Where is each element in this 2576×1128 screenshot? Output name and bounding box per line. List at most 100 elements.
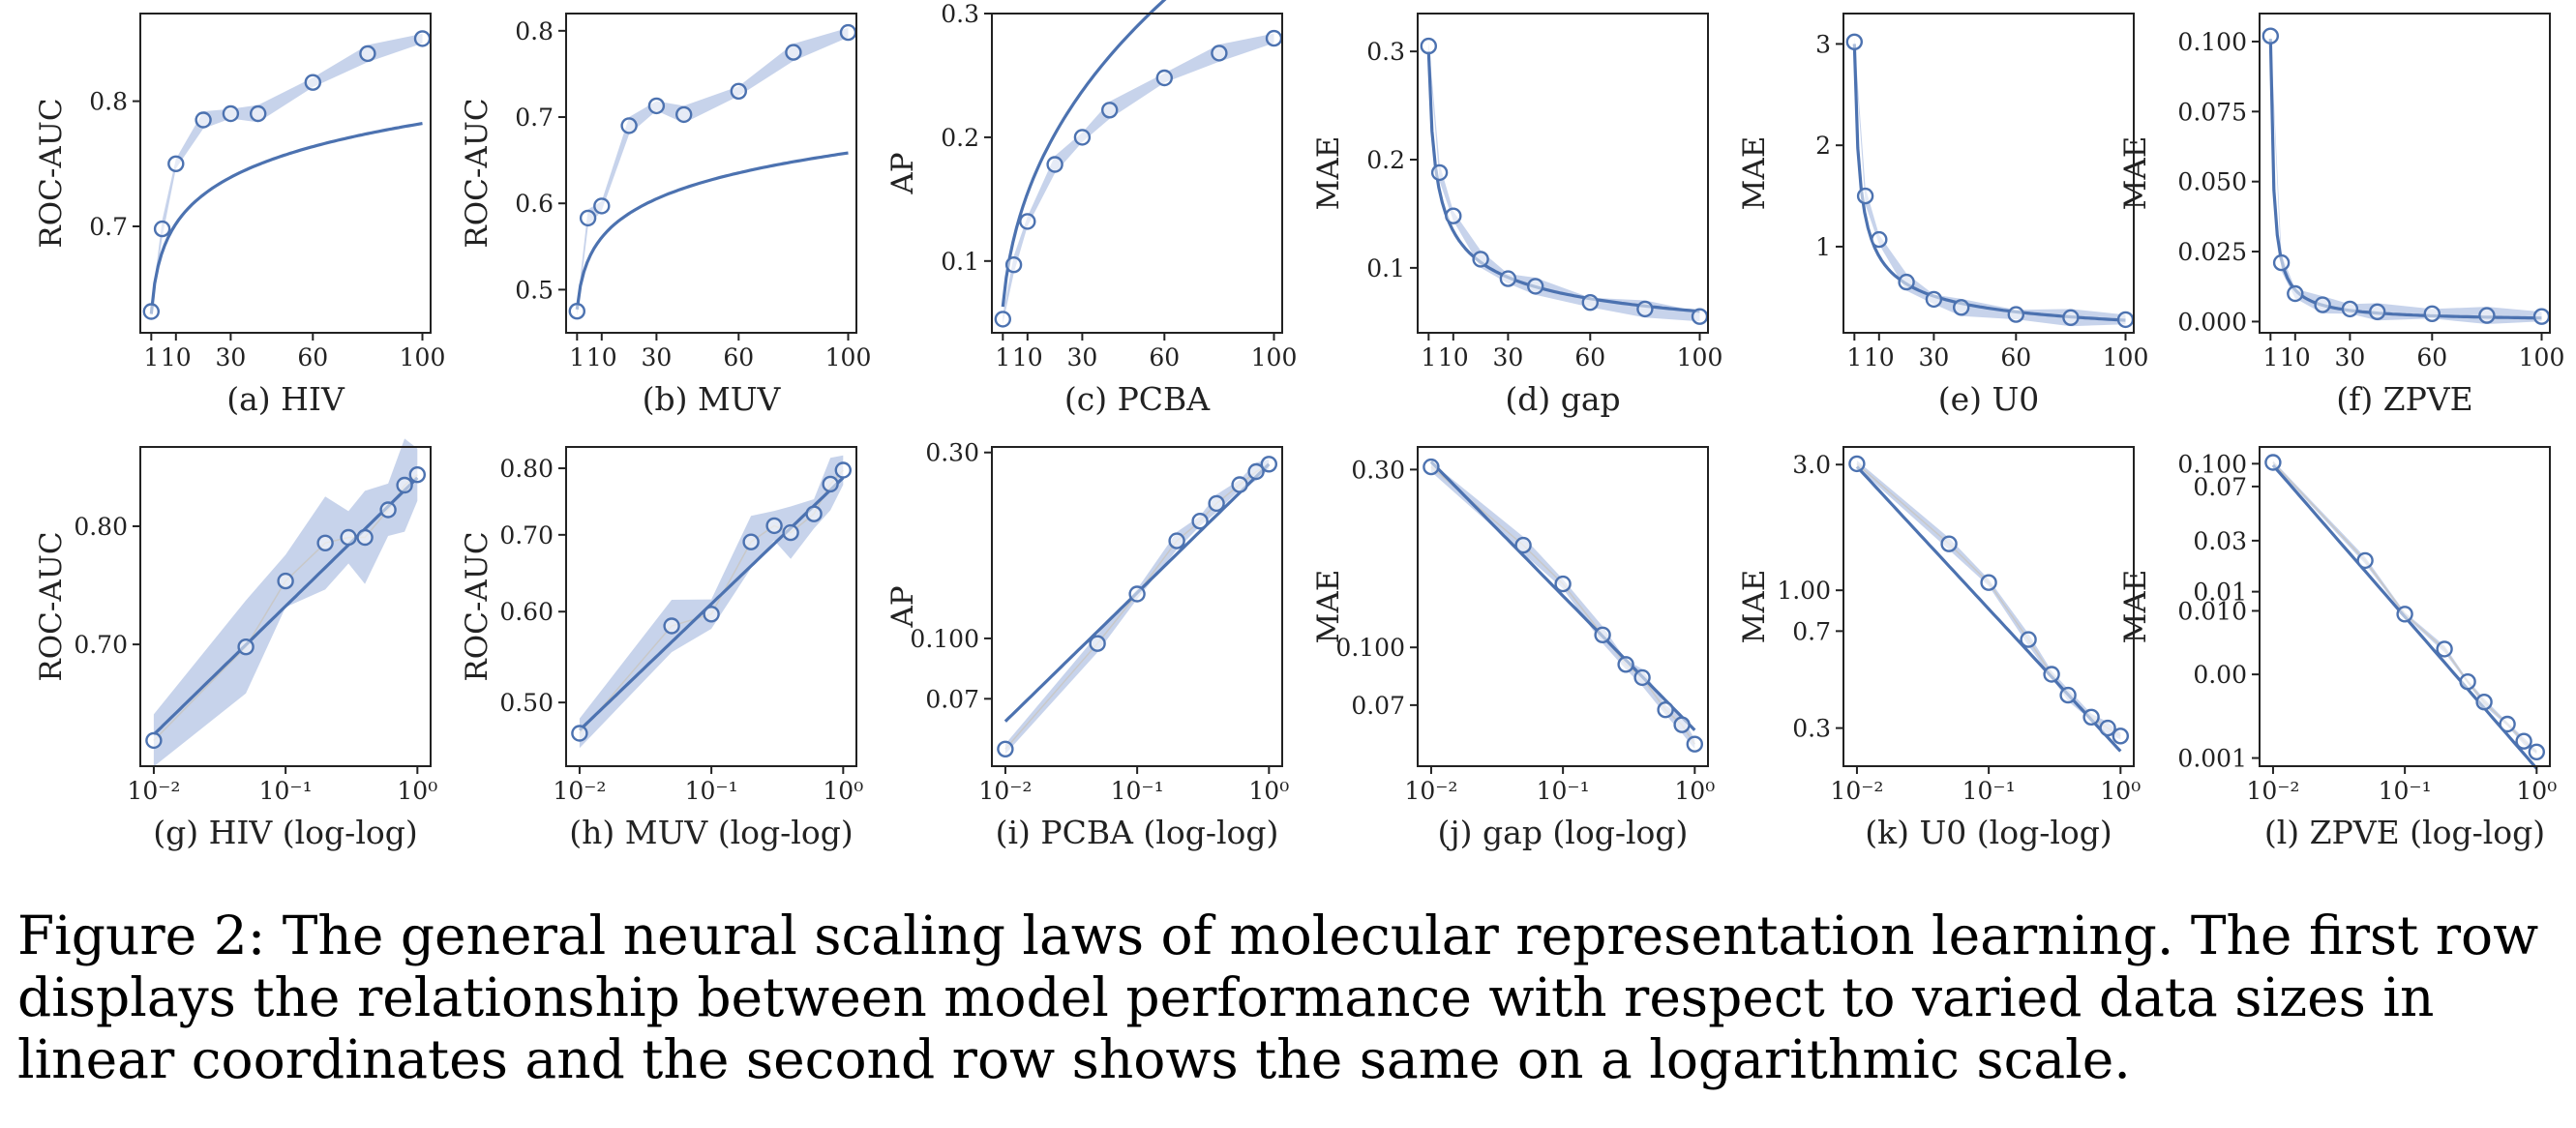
x-tick-label: 1	[143, 343, 159, 371]
data-point	[822, 475, 839, 493]
data-point	[1898, 273, 1915, 291]
x-tick-label: 10⁻²	[553, 777, 606, 805]
data-point	[356, 528, 374, 547]
data-point	[2287, 284, 2304, 303]
y-tick-label: 0.6	[515, 190, 554, 218]
data-point	[2396, 606, 2413, 623]
data-point	[2528, 743, 2546, 760]
data-point	[1581, 294, 1600, 312]
subplot-caption: (a) HIV	[226, 380, 345, 418]
data-point	[1636, 300, 1654, 318]
data-point	[1420, 37, 1438, 55]
subplot-caption: (i) PCBA (log-log)	[996, 814, 1279, 851]
x-tick-label: 100	[825, 343, 872, 371]
y-axis-label: AP	[885, 585, 920, 628]
data-point	[1686, 735, 1704, 753]
data-point	[1845, 33, 1864, 50]
confidence-band	[1430, 461, 1695, 750]
y-axis-label: MAE	[2118, 570, 2153, 644]
x-tick-label: 10⁰	[2516, 777, 2557, 805]
confidence-band	[1004, 459, 1270, 755]
x-tick-label: 10⁻²	[1830, 777, 1883, 805]
y-tick-label: 0.07	[925, 685, 979, 713]
fit-line	[1426, 51, 1700, 313]
raw-trend-line	[1856, 462, 2121, 737]
data-point	[2112, 727, 2130, 745]
data-point	[396, 476, 413, 494]
data-point	[2341, 300, 2359, 318]
confidence-band	[2272, 460, 2537, 755]
data-point	[1472, 251, 1489, 268]
y-axis-label: AP	[885, 152, 920, 194]
x-tick-label: 30	[215, 343, 246, 371]
y-tick-label: 0.50	[499, 689, 554, 717]
data-point	[167, 155, 185, 173]
x-tick-label: 1	[2262, 343, 2278, 371]
y-tick-label: 0.5	[515, 276, 554, 304]
fit-line	[1001, 0, 1167, 308]
x-tick-label: 10	[586, 343, 617, 371]
data-point	[2020, 631, 2037, 648]
y-axis-label: ROC-AUC	[460, 98, 494, 248]
x-tick-label: 10⁻¹	[685, 777, 738, 805]
confidence-band	[1854, 37, 2126, 327]
data-point	[413, 30, 432, 47]
data-point	[620, 117, 638, 134]
x-tick-label: 1	[1421, 343, 1436, 371]
x-tick-label: 10⁰	[823, 777, 863, 805]
x-tick-label: 30	[1918, 343, 1949, 371]
y-tick-label: 0.001	[2177, 745, 2247, 773]
data-point	[1499, 270, 1517, 287]
y-tick-label: 0.000	[2177, 308, 2247, 336]
x-tick-label: 10⁻²	[127, 777, 180, 805]
data-point	[408, 466, 426, 484]
data-point	[1848, 455, 1866, 473]
y-tick-label: 0.7	[515, 104, 554, 132]
data-point	[1089, 635, 1106, 652]
subplot-caption: (l) ZPVE (log-log)	[2264, 814, 2545, 851]
plot-frame	[2259, 13, 2551, 334]
subplot-caption: (h) MUV (log-log)	[569, 814, 853, 851]
data-point	[1155, 69, 1174, 87]
y-axis-label: MAE	[1737, 136, 1772, 211]
y-tick-label: 0.7	[89, 213, 128, 241]
x-tick-label: 10⁰	[1248, 777, 1289, 805]
data-point	[1247, 462, 1265, 481]
x-tick-label: 30	[1066, 343, 1097, 371]
data-point	[145, 731, 163, 750]
data-point	[195, 111, 212, 129]
subplot-h: 10⁻² 10⁻¹ 10⁰ 0.50 0.60 0.70 0.80 ROC-AUC (h) MU…	[460, 446, 863, 851]
x-tick-label: 60	[723, 343, 754, 371]
x-tick-label: 10⁻²	[1404, 777, 1457, 805]
data-point	[839, 23, 857, 42]
x-tick-label: 1	[569, 343, 584, 371]
y-tick-label: 0.07	[1351, 692, 1405, 720]
y-tick-label: 0.7	[1792, 617, 1831, 645]
data-point	[1100, 102, 1119, 119]
data-point	[1211, 45, 1228, 62]
fit-line	[2268, 39, 2542, 320]
data-point	[2478, 307, 2496, 324]
confidence-band	[151, 33, 423, 316]
data-point	[805, 505, 823, 522]
y-axis-label: ROC-AUC	[34, 98, 69, 248]
y-tick-label: 0.80	[499, 455, 554, 483]
x-tick-label: 10	[1864, 343, 1895, 371]
data-point	[1231, 476, 1248, 493]
y-tick-label: 0.075	[2177, 98, 2247, 126]
subplot-caption: (k) U0 (log-log)	[1865, 814, 2112, 851]
x-tick-label: 100	[2103, 343, 2149, 371]
data-point	[222, 104, 240, 123]
data-point	[1673, 716, 1691, 733]
subplot-i: 10⁻² 10⁻¹ 10⁰ 0.07 0.100 0.30 AP (i) PCBA (log-…	[885, 439, 1289, 851]
y-tick-label: 0.100	[1335, 634, 1405, 662]
data-point	[742, 533, 760, 550]
data-point	[2314, 296, 2331, 313]
y-tick-label: 0.100	[2177, 450, 2247, 478]
y-tick-label: 0.80	[74, 513, 128, 541]
x-tick-label: 10⁻¹	[1537, 777, 1590, 805]
x-tick-label: 100	[2519, 343, 2565, 371]
y-tick-label: 0.2	[941, 124, 979, 152]
x-tick-label: 10⁻¹	[1111, 777, 1164, 805]
